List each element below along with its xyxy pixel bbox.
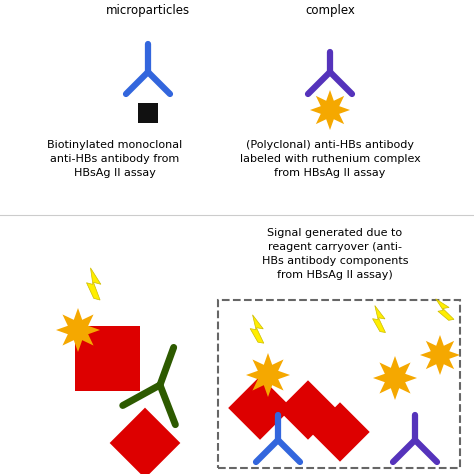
Bar — [75, 326, 140, 391]
Polygon shape — [373, 306, 385, 333]
Polygon shape — [436, 299, 454, 320]
Text: complex: complex — [305, 4, 355, 17]
Polygon shape — [228, 376, 292, 440]
Polygon shape — [109, 408, 180, 474]
Bar — [218, 300, 460, 468]
Polygon shape — [246, 353, 290, 397]
Polygon shape — [250, 315, 264, 343]
Polygon shape — [86, 268, 101, 300]
Text: Signal generated due to
reagent carryover (anti-
HBs antibody components
from HB: Signal generated due to reagent carryove… — [262, 228, 408, 280]
Polygon shape — [310, 402, 370, 462]
Polygon shape — [420, 335, 460, 375]
Polygon shape — [278, 380, 337, 440]
Text: Biotinylated monoclonal
anti-HBs antibody from
HBsAg II assay: Biotinylated monoclonal anti-HBs antibod… — [47, 140, 182, 178]
Polygon shape — [56, 308, 100, 352]
Polygon shape — [310, 90, 350, 130]
Text: microparticles: microparticles — [106, 4, 190, 17]
Text: (Polyclonal) anti-HBs antibody
labeled with ruthenium complex
from HBsAg II assa: (Polyclonal) anti-HBs antibody labeled w… — [240, 140, 420, 178]
Bar — [138, 103, 158, 123]
Polygon shape — [373, 356, 417, 400]
